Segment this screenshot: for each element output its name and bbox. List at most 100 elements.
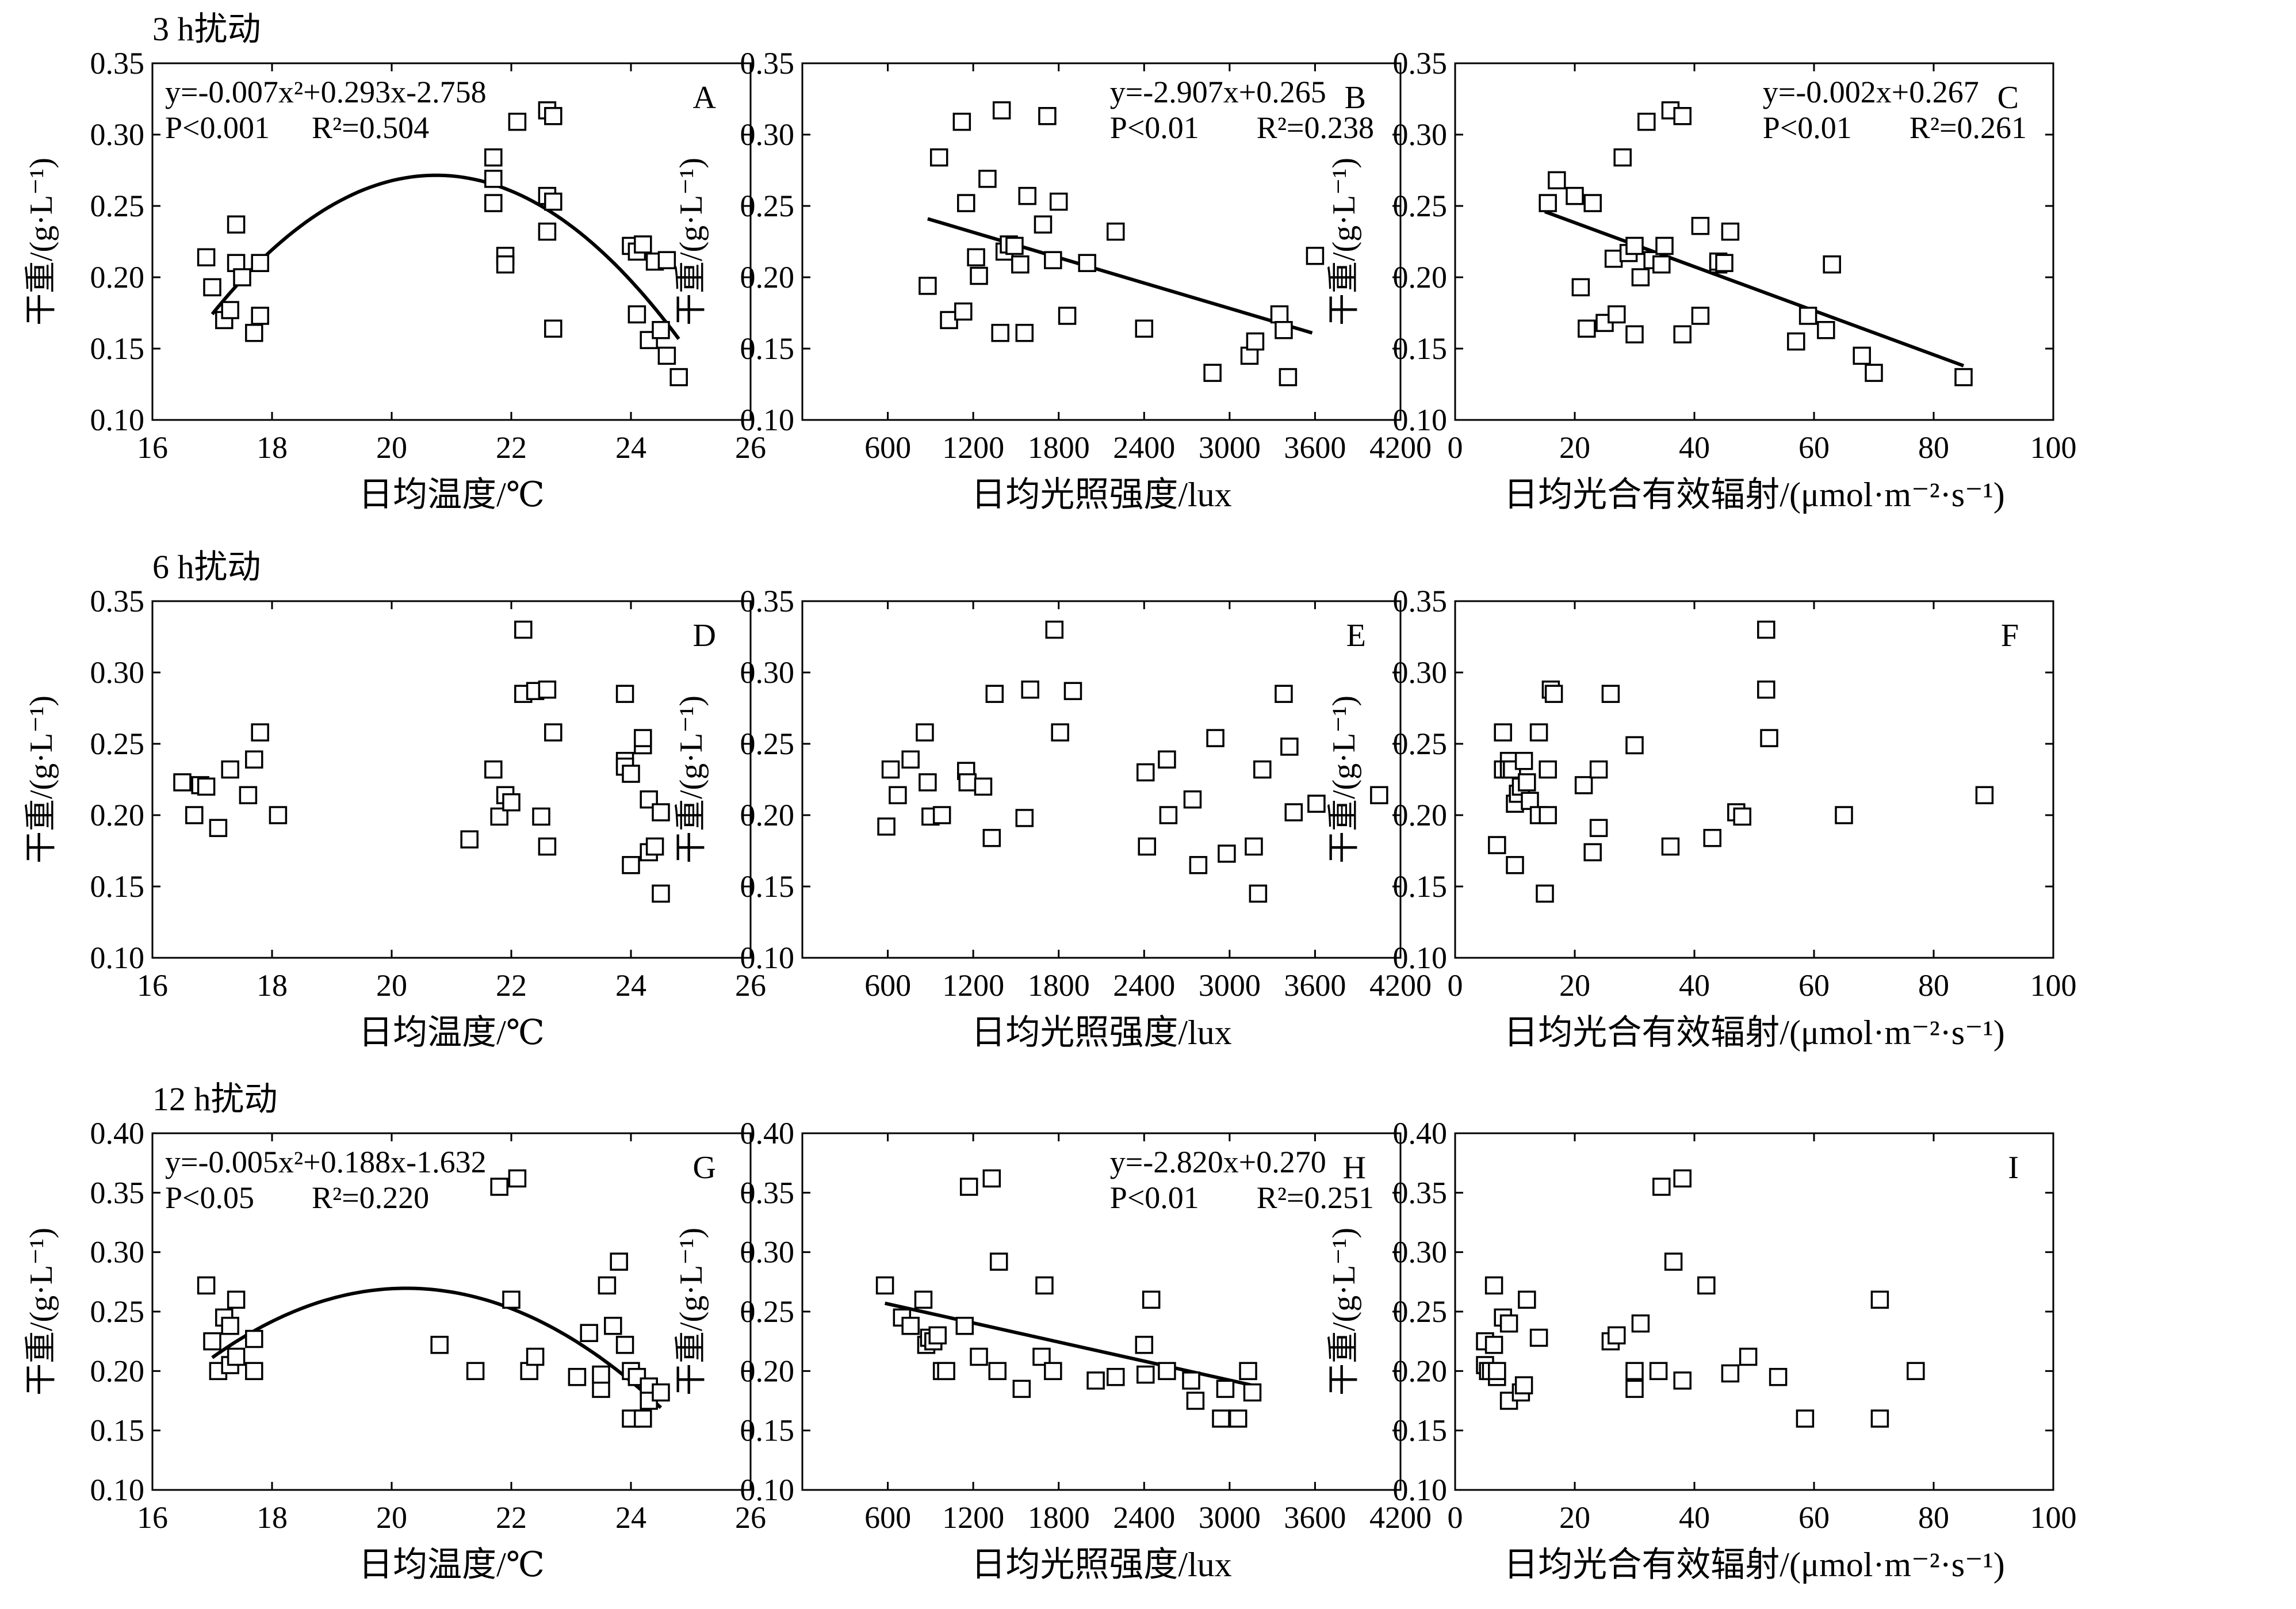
x-tick-label: 40	[1679, 968, 1710, 1003]
data-point	[508, 1169, 527, 1188]
data-point	[1107, 222, 1125, 241]
panel-I: 0.10 0.15 0.20 0.25 0.30 0.35 0.40 0 20 40 60 80 100…	[1326, 1116, 2077, 1584]
y-tick-label: 0.40	[1393, 1116, 1448, 1151]
data-point	[1625, 236, 1644, 255]
data-point	[203, 1332, 221, 1351]
data-point	[1243, 1383, 1262, 1402]
fit-line	[211, 173, 680, 340]
data-point	[1691, 307, 1710, 325]
data-point	[1853, 346, 1871, 365]
x-tick-label: 22	[496, 1500, 527, 1535]
y-tick-label: 0.15	[90, 869, 145, 904]
data-point	[1306, 247, 1325, 265]
data-point	[978, 170, 997, 188]
data-point	[1206, 729, 1224, 747]
data-point	[544, 107, 562, 125]
data-point	[959, 1178, 978, 1196]
data-point	[1189, 856, 1208, 874]
data-point	[1058, 307, 1077, 325]
y-axis-label: 干重/(g·L⁻¹)	[1326, 1228, 1362, 1396]
x-tick-label: 80	[1918, 968, 1949, 1003]
data-point	[251, 307, 269, 325]
data-point	[1158, 1362, 1176, 1381]
data-point	[1051, 723, 1069, 742]
x-tick-label: 60	[1798, 1500, 1830, 1535]
data-point	[1637, 112, 1656, 131]
y-axis-label: 干重/(g·L⁻¹)	[24, 158, 59, 326]
data-point	[1136, 763, 1155, 782]
data-point	[634, 729, 652, 747]
data-point	[1548, 171, 1566, 190]
data-point	[1608, 1326, 1626, 1345]
y-tick-label: 0.10	[1393, 1473, 1448, 1507]
data-point	[1186, 1392, 1205, 1410]
data-point	[1673, 1371, 1692, 1390]
x-tick-label: 22	[496, 968, 527, 1003]
data-point	[1539, 194, 1557, 212]
data-point	[901, 1317, 920, 1335]
data-point	[1661, 837, 1680, 856]
data-point	[1142, 1290, 1161, 1309]
data-point	[1583, 194, 1602, 212]
x-tick-label: 16	[137, 430, 168, 465]
fit-r-squared: R²=0.220	[312, 1180, 429, 1215]
data-point	[1571, 278, 1590, 297]
y-tick-label: 0.25	[90, 727, 145, 761]
data-point	[1721, 222, 1740, 241]
data-point	[1370, 786, 1388, 805]
x-tick-label: 1200	[942, 968, 1004, 1003]
data-point	[955, 1317, 974, 1335]
y-axis-label: 干重/(g·L⁻¹)	[1326, 158, 1362, 326]
y-tick-label: 0.15	[740, 1413, 795, 1448]
panel-label: G	[693, 1150, 716, 1186]
data-point	[1691, 216, 1710, 235]
data-point	[484, 760, 503, 779]
data-point	[484, 148, 503, 167]
data-point	[209, 819, 228, 838]
data-point	[604, 1317, 622, 1335]
data-point	[1631, 1314, 1650, 1333]
data-point	[1578, 319, 1596, 338]
data-point	[185, 806, 204, 824]
x-tick-label: 40	[1679, 1500, 1710, 1535]
x-tick-label: 26	[735, 968, 766, 1003]
row-title-6h: 6 h扰动	[152, 548, 261, 586]
data-point	[1625, 1379, 1644, 1398]
x-tick-label: 22	[496, 430, 527, 465]
x-tick-label: 4200	[1369, 968, 1432, 1003]
fit-p-value: P<0.05	[165, 1180, 254, 1215]
y-tick-label: 0.25	[740, 1294, 795, 1329]
data-point	[203, 278, 221, 297]
data-point	[245, 1362, 263, 1381]
data-point	[1601, 685, 1620, 703]
data-point	[988, 1362, 1007, 1381]
data-point	[1107, 1367, 1125, 1386]
data-point	[1715, 254, 1734, 272]
y-tick-label: 0.30	[90, 117, 145, 152]
y-tick-label: 0.10	[1393, 941, 1448, 975]
data-point	[1514, 752, 1533, 770]
data-point	[901, 750, 920, 769]
y-tick-label: 0.30	[740, 655, 795, 690]
data-point	[881, 760, 900, 779]
data-point	[1045, 620, 1064, 639]
data-point	[1798, 307, 1817, 325]
data-point	[889, 786, 907, 805]
data-point	[466, 1362, 485, 1381]
data-point	[1212, 1409, 1230, 1428]
data-point	[919, 773, 937, 792]
data-point	[1138, 837, 1156, 856]
data-point	[544, 723, 562, 742]
y-tick-label: 0.20	[740, 798, 795, 832]
x-tick-label: 20	[1559, 968, 1590, 1003]
data-point	[1005, 236, 1024, 255]
data-point	[251, 723, 269, 742]
data-point	[1494, 723, 1512, 742]
y-tick-label: 0.10	[90, 1473, 145, 1507]
data-point	[227, 1347, 246, 1366]
y-tick-label: 0.10	[90, 403, 145, 437]
data-point	[1518, 1290, 1536, 1309]
data-point	[1604, 250, 1623, 268]
x-tick-label: 18	[257, 1500, 288, 1535]
data-point	[877, 817, 896, 836]
